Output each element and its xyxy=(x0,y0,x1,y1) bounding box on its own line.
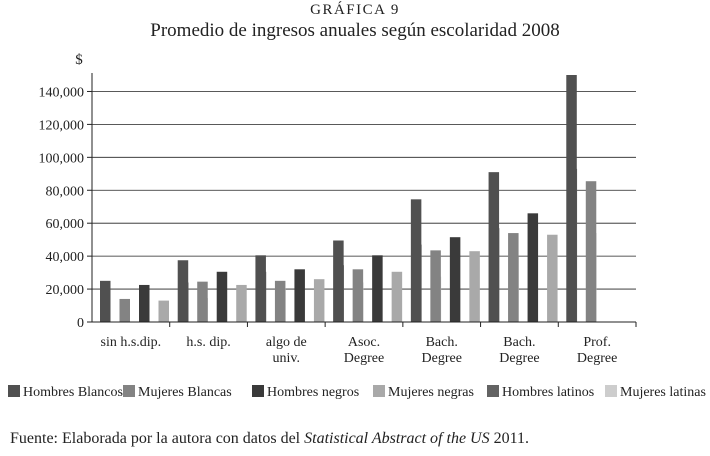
bar xyxy=(566,75,577,322)
legend-swatch xyxy=(605,385,617,397)
bar xyxy=(508,233,519,322)
y-tick-label: 40,000 xyxy=(46,250,85,265)
bar xyxy=(469,251,480,322)
y-axis-label: $ xyxy=(75,52,83,68)
legend: Hombres Blancos Mujeres Blancas Hombres ne… xyxy=(8,385,706,400)
y-tick-label: 80,000 xyxy=(46,184,85,199)
y-tick-label: 120,000 xyxy=(39,118,85,133)
y-tick-label: 0 xyxy=(77,316,84,331)
x-category-label: Degree xyxy=(422,351,462,366)
legend-entry: Hombres negros xyxy=(267,385,359,400)
bars xyxy=(100,75,597,322)
legend-entry: Hombres Blancos xyxy=(23,385,123,400)
x-category-label: Degree xyxy=(577,351,617,366)
legend-entry: Mujeres latinas xyxy=(620,385,706,400)
x-category-label: Degree xyxy=(344,351,384,366)
x-category-label: Bach. xyxy=(426,335,458,350)
bar xyxy=(119,298,130,322)
gridlines xyxy=(92,91,636,290)
bar xyxy=(313,279,325,322)
source-suffix: 2011. xyxy=(489,430,530,447)
legend-entry: Hombres latinos xyxy=(502,385,594,400)
bar xyxy=(430,250,441,322)
x-category-label: Prof. xyxy=(583,335,611,350)
bar xyxy=(274,280,286,322)
bar xyxy=(216,271,228,322)
bar xyxy=(333,240,344,322)
bar xyxy=(197,281,208,322)
bar xyxy=(547,234,558,322)
chart-title: Promedio de ingresos anuales según escol… xyxy=(150,20,560,41)
legend-swatch xyxy=(252,385,264,397)
x-category-label: h.s. dip. xyxy=(186,335,230,350)
legend-entry: Mujeres Blancas xyxy=(138,385,232,400)
legend-swatch xyxy=(373,385,385,397)
legend-swatch xyxy=(8,385,20,397)
x-category-label: algo de xyxy=(266,335,307,350)
chart-label: GRÁFICA 9 xyxy=(310,2,400,18)
x-category-label: Bach. xyxy=(503,335,535,350)
bar xyxy=(527,213,539,322)
bar xyxy=(391,271,403,322)
bar xyxy=(255,255,266,322)
legend-swatch xyxy=(123,385,135,397)
bar xyxy=(488,172,500,322)
source-prefix: Fuente: Elaborada por la autora con dato… xyxy=(10,430,305,447)
bar xyxy=(449,237,461,322)
bar xyxy=(410,199,422,322)
bar xyxy=(352,269,364,322)
bar-chart: 0 20,000 40,000 60,000 80,000 100,000 120,000 1… xyxy=(8,52,706,400)
y-tick-label: 20,000 xyxy=(46,283,85,298)
legend-swatch xyxy=(487,385,499,397)
y-tick-label: 100,000 xyxy=(39,151,85,166)
source-italic: Statistical Abstract of the US xyxy=(304,430,490,447)
source-note: Fuente: Elaborada por la autora con dato… xyxy=(10,430,529,448)
bar xyxy=(372,255,383,322)
legend-entry: Mujeres negras xyxy=(388,385,474,400)
x-category-label: Asoc. xyxy=(348,335,380,350)
bar xyxy=(139,284,150,322)
axes: 0 20,000 40,000 60,000 80,000 100,000 120,000 1… xyxy=(39,52,637,366)
bar xyxy=(294,269,305,322)
bar xyxy=(236,284,247,322)
bar xyxy=(585,181,597,322)
bar xyxy=(158,300,169,322)
y-tick-label: 60,000 xyxy=(46,217,85,232)
x-category-label: Degree xyxy=(499,351,539,366)
x-category-label: univ. xyxy=(273,351,300,366)
x-category-label: sin h.s.dip. xyxy=(101,335,162,350)
y-tick-label: 140,000 xyxy=(39,85,85,100)
bar xyxy=(100,280,111,322)
bar xyxy=(177,260,189,322)
